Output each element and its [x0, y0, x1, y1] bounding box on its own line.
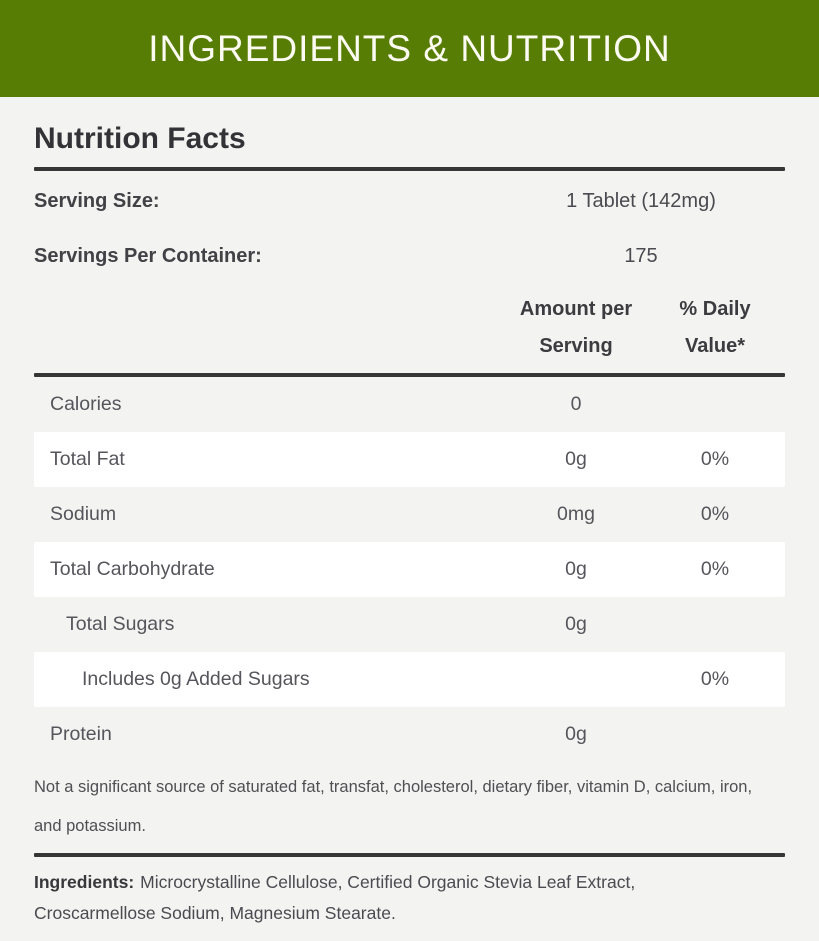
servings-per-container-label: Servings Per Container:	[34, 245, 262, 267]
nutrient-amount: 0g	[565, 723, 587, 745]
nutrient-label: Sodium	[50, 503, 117, 525]
divider-ingredients	[34, 853, 785, 857]
nutrient-label: Total Sugars	[66, 613, 175, 635]
nutrient-row: Total Sugars 0g	[34, 597, 785, 652]
nutrient-row: Sodium 0mg 0%	[34, 487, 785, 542]
servings-per-container-row: Servings Per Container: 175	[34, 229, 785, 284]
nutrient-row: Protein 0g	[34, 707, 785, 762]
daily-value-header: % Daily Value*	[679, 298, 751, 357]
nutrient-daily-value: 0%	[700, 558, 730, 580]
nutrient-label: Includes 0g Added Sugars	[82, 668, 310, 690]
serving-size-value: 1 Tablet (142mg)	[566, 190, 716, 212]
nutrient-row: Total Carbohydrate 0g 0%	[34, 542, 785, 597]
servings-per-container-value: 175	[624, 245, 658, 267]
ingredients-label: Ingredients:	[34, 872, 135, 892]
column-headers: Amount per Serving % Daily Value*	[34, 284, 785, 373]
ingredients-section: Ingredients: Microcrystalline Cellulose, …	[34, 857, 739, 929]
banner-title: INGREDIENTS & NUTRITION	[148, 27, 671, 69]
nutrient-daily-value: 0%	[700, 503, 730, 525]
nutrient-label: Total Carbohydrate	[50, 558, 215, 580]
nutrient-amount: 0mg	[557, 503, 595, 525]
serving-size-label: Serving Size:	[34, 190, 160, 212]
serving-info: Serving Size: 1 Tablet (142mg) Servings …	[34, 174, 785, 284]
ingredients-text: Microcrystalline Cellulose, Certified Or…	[34, 872, 636, 923]
nutrient-daily-value: 0%	[700, 448, 730, 470]
amount-per-serving-header: Amount per Serving	[519, 298, 633, 357]
nutrition-facts-panel: Nutrition Facts Serving Size: 1 Tablet (…	[34, 121, 785, 929]
nutrient-amount: 0g	[565, 558, 587, 580]
footnote: Not a significant source of saturated fa…	[34, 778, 753, 835]
nutrient-daily-value: 0%	[700, 668, 730, 690]
divider-top	[34, 167, 785, 171]
section-banner: INGREDIENTS & NUTRITION	[0, 0, 819, 97]
nutrient-label: Protein	[50, 723, 112, 745]
divider-header	[34, 373, 785, 377]
nutrient-table: Calories 0 Total Fat 0g 0% Sodium 0mg 0% Total C…	[34, 377, 785, 762]
nutrient-amount: 0	[570, 393, 582, 415]
nutrient-row: Calories 0	[34, 377, 785, 432]
nutrient-label: Total Fat	[50, 448, 125, 470]
nutrition-facts-title: Nutrition Facts	[34, 122, 246, 155]
serving-size-row: Serving Size: 1 Tablet (142mg)	[34, 174, 785, 229]
nutrient-label: Calories	[50, 393, 122, 415]
nutrient-amount: 0g	[565, 448, 587, 470]
nutrient-amount: 0g	[565, 613, 587, 635]
nutrient-row: Includes 0g Added Sugars 0%	[34, 652, 785, 707]
nutrient-row: Total Fat 0g 0%	[34, 432, 785, 487]
